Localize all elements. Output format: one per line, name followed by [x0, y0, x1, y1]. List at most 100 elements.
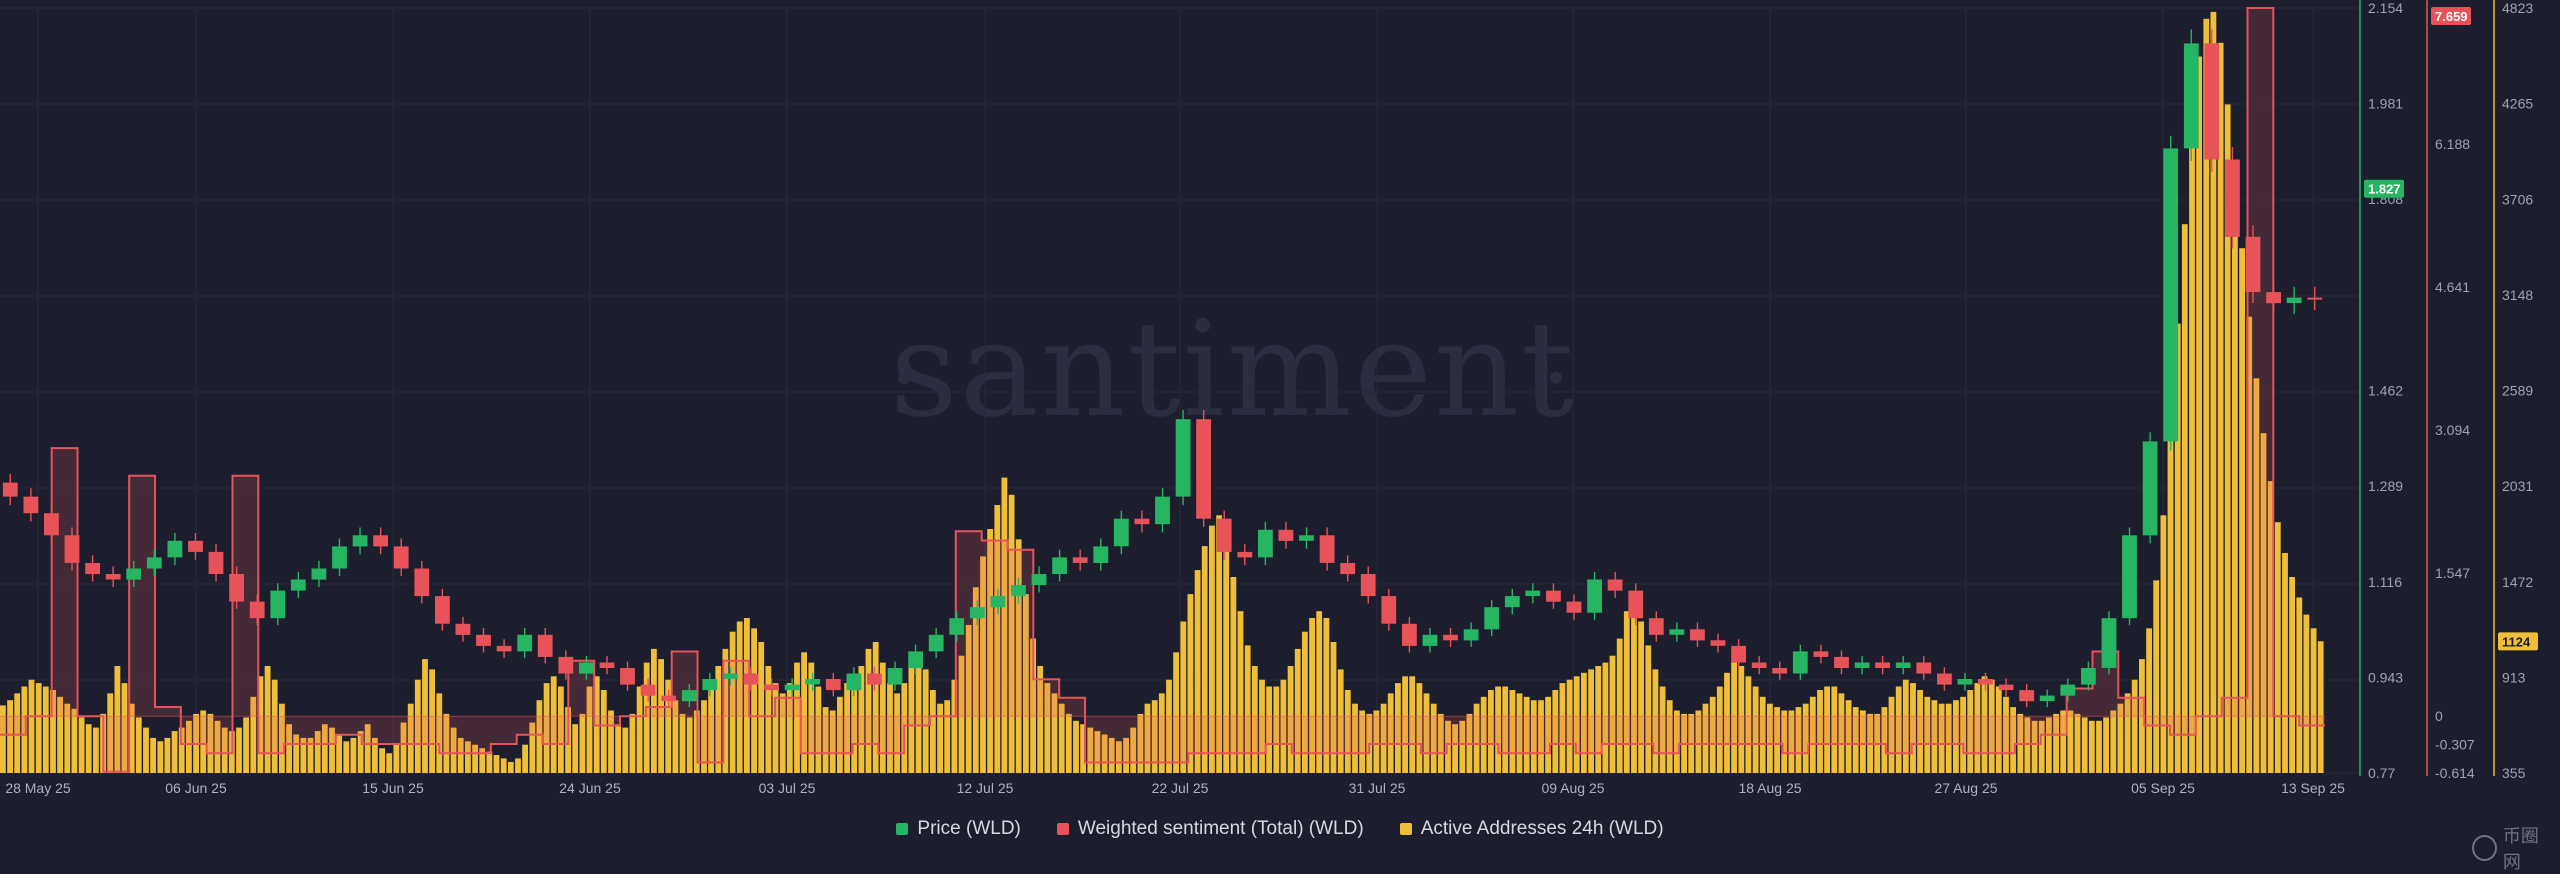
active-addresses-bar: [336, 735, 342, 774]
price-candle-body: [1093, 546, 1108, 563]
legend: Price (WLD) Weighted sentiment (Total) (…: [0, 818, 2560, 840]
price-candle-body: [1279, 530, 1294, 541]
active-addresses-bar: [379, 748, 385, 773]
active-addresses-bar: [86, 724, 92, 773]
price-candle-body: [106, 574, 121, 580]
price-candle-body: [44, 513, 59, 535]
price-candle-body: [1567, 602, 1582, 613]
x-tick-label: 28 May 25: [5, 780, 71, 796]
active-addresses-bar: [0, 705, 6, 773]
x-tick-label: 15 Jun 25: [362, 780, 424, 796]
price-candle-body: [1978, 679, 1993, 685]
x-tick-label: 31 Jul 25: [1349, 780, 1406, 796]
active-addresses-bar: [615, 724, 621, 773]
price-candle-body: [949, 618, 964, 635]
price-candle-body: [1525, 591, 1540, 597]
x-tick-label: 27 Aug 25: [1934, 780, 1997, 796]
active-addresses-bar: [930, 690, 936, 773]
active-addresses-tick-label: 2031: [2502, 478, 2533, 494]
price-candle-body: [2307, 298, 2322, 300]
active-addresses-bar: [2082, 717, 2088, 773]
price-candle-body: [1361, 574, 1376, 596]
price-candle-body: [2163, 148, 2178, 441]
active-addresses-bar: [93, 728, 99, 773]
legend-swatch-sentiment: [1057, 823, 1069, 835]
active-addresses-bar: [572, 724, 578, 773]
active-addresses-bar: [79, 717, 85, 773]
price-candle-body: [2184, 43, 2199, 148]
price-tick-label: 2.154: [2368, 0, 2403, 16]
active-addresses-tick-label: 913: [2502, 670, 2526, 686]
price-candle-body: [764, 685, 779, 691]
price-candle-body: [970, 607, 985, 618]
legend-item-active-addresses[interactable]: Active Addresses 24h (WLD): [1400, 818, 1664, 840]
active-addresses-bar: [351, 738, 357, 773]
price-candle-body: [1402, 624, 1417, 646]
price-candle-body: [682, 690, 697, 701]
price-candle-body: [373, 535, 388, 546]
active-addresses-bar: [7, 700, 13, 773]
price-candle-body: [2122, 535, 2137, 618]
price-candle-body: [1875, 663, 1890, 669]
price-candle-body: [1834, 657, 1849, 668]
active-addresses-bar: [580, 714, 586, 773]
active-addresses-bar: [2296, 598, 2302, 774]
sentiment-tick-label: 3.094: [2435, 422, 2470, 438]
sentiment-area: [0, 8, 2325, 772]
sentiment-tick-label: 0: [2435, 708, 2443, 724]
logo-ring-icon: [2472, 835, 2497, 861]
price-candle-body: [1752, 663, 1767, 669]
price-candle-body: [1135, 519, 1150, 525]
price-candle-body: [1670, 629, 1685, 635]
legend-item-price[interactable]: Price (WLD): [896, 818, 1020, 840]
active-addresses-bar: [622, 728, 628, 773]
price-candle-body: [188, 541, 203, 552]
active-addresses-bar: [751, 628, 757, 773]
active-addresses-bar: [2275, 522, 2281, 773]
active-addresses-bar: [43, 687, 49, 774]
active-addresses-bar: [487, 752, 493, 773]
active-addresses-bar: [1073, 721, 1079, 773]
price-candle-body: [312, 569, 327, 580]
active-addresses-bar: [2239, 248, 2245, 773]
legend-item-sentiment[interactable]: Weighted sentiment (Total) (WLD): [1057, 818, 1364, 840]
active-addresses-bar: [494, 755, 500, 773]
active-addresses-bar: [1295, 649, 1301, 773]
price-candle-body: [476, 635, 491, 646]
x-tick-label: 24 Jun 25: [559, 780, 621, 796]
active-addresses-bar: [1066, 714, 1072, 773]
active-addresses-bar: [343, 741, 349, 773]
price-candle-body: [1299, 535, 1314, 541]
price-candle-body: [620, 668, 635, 685]
price-candle-body: [600, 663, 615, 669]
active-addresses-bar: [243, 717, 249, 773]
price-candle-body: [929, 635, 944, 652]
active-addresses-bar: [916, 656, 922, 773]
active-addresses-bar: [801, 652, 807, 773]
legend-swatch-price: [896, 823, 908, 835]
price-candle-body: [394, 546, 409, 568]
active-addresses-bar: [2318, 641, 2324, 773]
price-candle-body: [1958, 679, 1973, 685]
price-candle-body: [538, 635, 553, 657]
active-addresses-tick-label: 3706: [2502, 191, 2533, 207]
price-candle-body: [1196, 419, 1211, 519]
price-candle-body: [579, 663, 594, 674]
price-candle-body: [1114, 519, 1129, 547]
price-candle-body: [1690, 629, 1705, 640]
active-addresses-bar: [2146, 628, 2152, 773]
price-candle-body: [1423, 635, 1438, 646]
price-candle-body: [168, 541, 183, 558]
active-addresses-bar: [1624, 611, 1630, 773]
active-addresses-bar: [1638, 622, 1644, 774]
active-addresses-bar: [1645, 645, 1651, 773]
price-candle-body: [1999, 685, 2014, 691]
price-candle-body: [1855, 663, 1870, 669]
price-candle-body: [229, 574, 244, 602]
price-candle-body: [2204, 43, 2219, 159]
active-addresses-bar: [36, 683, 42, 773]
price-candle-body: [2246, 237, 2261, 292]
active-addresses-bar: [2161, 515, 2167, 773]
